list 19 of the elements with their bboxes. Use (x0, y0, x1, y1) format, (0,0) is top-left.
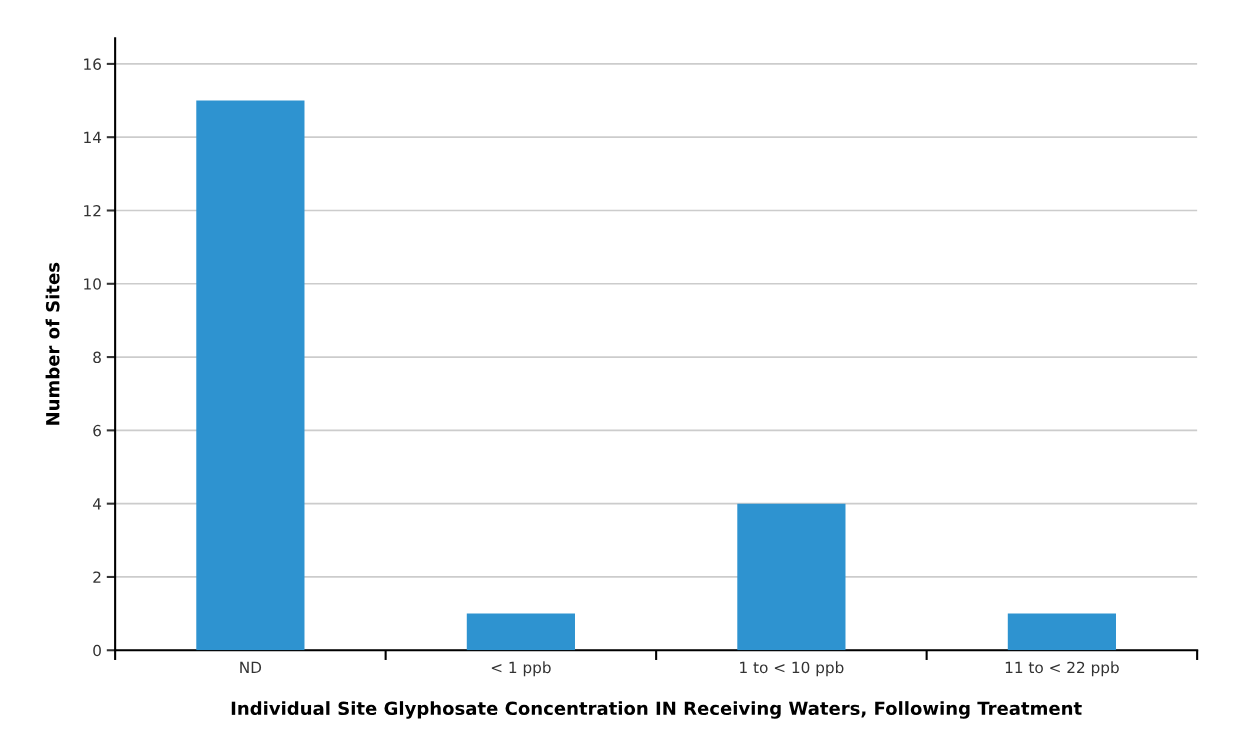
y-tick-label: 6 (93, 424, 101, 437)
y-tick-label: 10 (84, 278, 101, 290)
y-axis-title: Number of Sites (45, 262, 60, 425)
x-axis-title: Individual Site Glyphosate Concentration IN Receiving Waters, Following Treatment (231, 701, 1082, 719)
bar (196, 100, 305, 651)
y-tick-label: 0 (93, 644, 101, 657)
x-tick-label: 1 to < 10 ppb (740, 661, 844, 677)
x-tick-label: < 1 ppb (491, 661, 551, 677)
y-tick-label: 12 (84, 204, 101, 217)
y-tick-label: 4 (92, 498, 102, 510)
y-tick-label: 8 (93, 351, 101, 364)
x-tick-label: ND (240, 661, 262, 673)
y-tick-label: 2 (93, 571, 101, 583)
y-tick-label: 16 (84, 58, 101, 70)
bar (466, 613, 575, 651)
x-tick-label: 11 to < 22 ppb (1005, 661, 1119, 677)
bar (737, 503, 846, 651)
y-tick-label: 14 (84, 131, 102, 143)
bar (1007, 613, 1116, 651)
